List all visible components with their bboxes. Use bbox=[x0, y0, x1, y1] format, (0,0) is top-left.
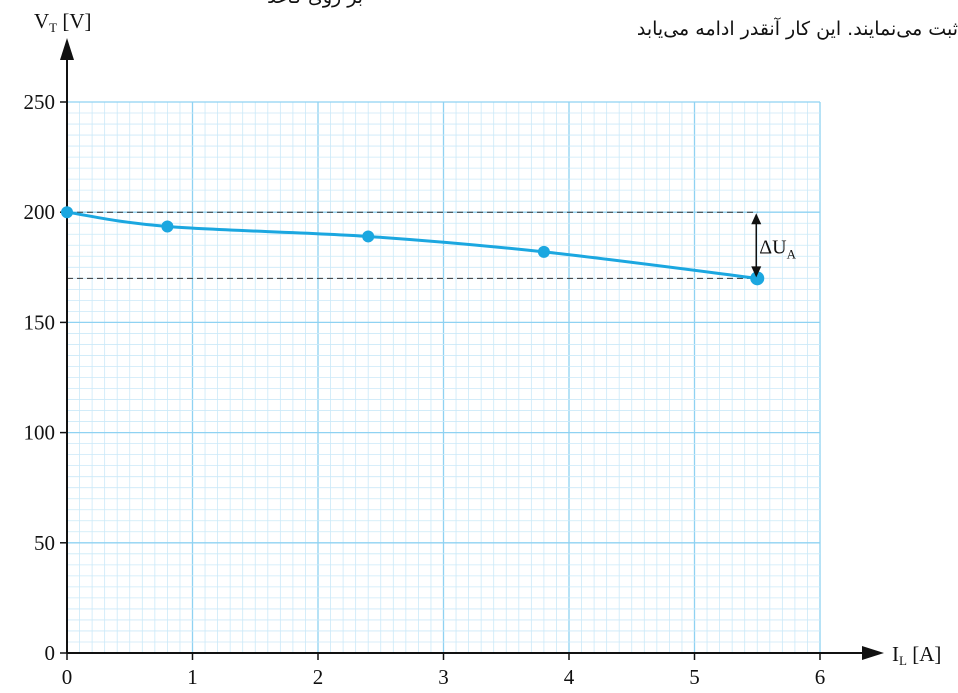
data-point bbox=[537, 245, 550, 258]
background-text-line: ثبت می‌نمایند. این کار آنقدر ادامه می‌یا… bbox=[636, 18, 958, 40]
y-axis-arrow bbox=[60, 38, 74, 60]
x-tick-label: 4 bbox=[564, 665, 575, 689]
x-axis-arrow bbox=[862, 646, 884, 660]
y-tick-label: 0 bbox=[45, 641, 56, 665]
background-text-fragment: بر روی کاغذ bbox=[267, 0, 363, 8]
delta-label: ΔUA bbox=[759, 236, 796, 261]
data-point bbox=[750, 271, 765, 286]
chart-axes bbox=[60, 38, 884, 660]
x-axis-label: IL [A] bbox=[892, 642, 941, 668]
data-point bbox=[61, 206, 73, 219]
x-tick-label: 1 bbox=[187, 665, 198, 689]
reference-lines bbox=[67, 211, 758, 279]
series-line bbox=[66, 210, 758, 280]
y-tick-label: 50 bbox=[34, 531, 55, 555]
data-point bbox=[362, 230, 375, 243]
x-tick-label: 2 bbox=[313, 665, 324, 689]
delta-arrow-head-down bbox=[751, 266, 762, 278]
x-tick-label: 0 bbox=[62, 665, 73, 689]
y-tick-label: 100 bbox=[24, 421, 56, 445]
x-tick-label: 6 bbox=[815, 665, 826, 689]
delta-arrow-head-up bbox=[751, 213, 762, 225]
x-tick-label: 5 bbox=[689, 665, 700, 689]
y-tick-label: 200 bbox=[24, 200, 56, 224]
y-axis-label: VT [V] bbox=[34, 9, 92, 35]
y-tick-label: 150 bbox=[24, 310, 56, 334]
tick-labels: 0 1 2 3 4 5 6 0 50 100 150 200 250 VT [V] IL [A] bbox=[24, 9, 942, 689]
y-tick-label: 250 bbox=[24, 90, 56, 114]
series-curve bbox=[61, 206, 765, 286]
data-point bbox=[161, 220, 174, 233]
x-tick-label: 3 bbox=[438, 665, 449, 689]
chart-grid bbox=[66, 101, 821, 654]
delta-annotation: ΔUA bbox=[751, 213, 797, 278]
